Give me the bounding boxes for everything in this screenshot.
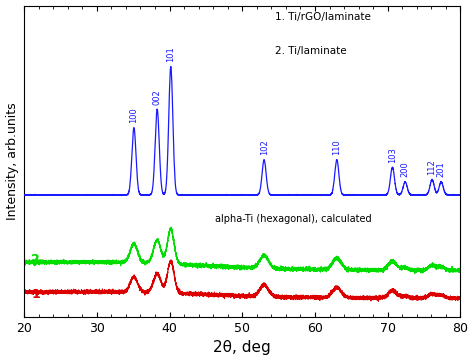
Text: 002: 002 [153,89,162,105]
Text: 103: 103 [388,147,397,163]
Text: 2. Ti/laminate: 2. Ti/laminate [275,46,346,56]
Text: 201: 201 [437,162,446,178]
Text: 2: 2 [31,252,40,265]
Text: 100: 100 [129,107,138,123]
Text: 112: 112 [428,159,437,175]
Text: 110: 110 [332,139,341,155]
Y-axis label: Intensity, arb.units: Intensity, arb.units [6,103,18,220]
Text: 1. Ti/rGO/laminate: 1. Ti/rGO/laminate [275,12,371,22]
Text: 101: 101 [166,46,175,62]
Text: alpha-Ti (hexagonal), calculated: alpha-Ti (hexagonal), calculated [215,214,372,224]
Text: 102: 102 [260,139,269,155]
Text: 200: 200 [401,162,410,178]
Text: 1: 1 [31,288,40,301]
X-axis label: 2θ, deg: 2θ, deg [213,340,271,356]
